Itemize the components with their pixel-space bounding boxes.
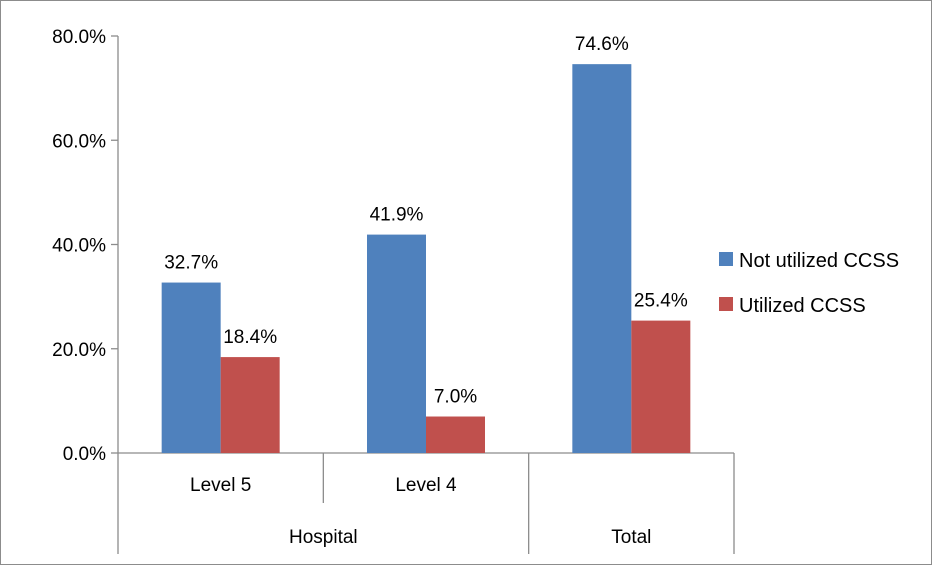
y-tick-label: 60.0% [52,131,106,152]
data-label: 41.9% [370,205,424,226]
bar-utilized [426,416,485,453]
y-tick-label: 80.0% [52,27,106,48]
y-tick-label: 20.0% [52,340,106,361]
bar-not-utilized [161,282,221,453]
group-label: Total [611,527,651,548]
legend-swatch [719,252,733,266]
category-label: Level 5 [190,475,251,496]
legend-label: Not utilized CCSS [739,250,899,272]
data-label: 25.4% [634,291,688,312]
y-tick-label: 40.0% [52,236,106,257]
bar-not-utilized [367,234,426,453]
legend-swatch [719,297,733,311]
y-tick-label: 0.0% [63,444,106,465]
legend-label: Utilized CCSS [739,295,866,317]
data-label: 32.7% [164,253,218,274]
data-label: 18.4% [223,327,277,348]
data-label: 74.6% [575,34,629,55]
bar-not-utilized [572,64,632,454]
bar-utilized [220,357,280,453]
bar-utilized [631,320,691,453]
category-label: Level 4 [395,475,457,496]
data-label: 7.0% [434,387,477,408]
group-label: Hospital [289,527,358,548]
